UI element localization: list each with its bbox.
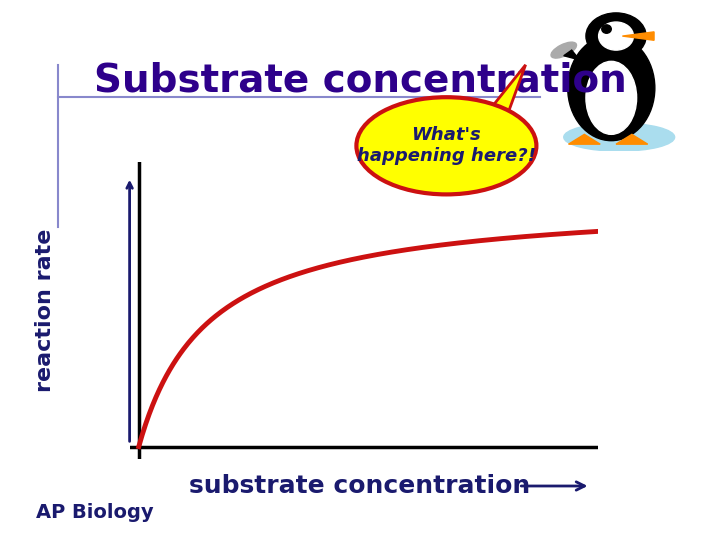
- Text: Substrate concentration: Substrate concentration: [94, 62, 626, 100]
- Text: reaction rate: reaction rate: [35, 229, 55, 392]
- Polygon shape: [564, 50, 580, 60]
- Ellipse shape: [602, 25, 611, 33]
- Ellipse shape: [586, 13, 646, 59]
- Ellipse shape: [568, 35, 655, 140]
- Text: AP Biology: AP Biology: [36, 503, 153, 523]
- Polygon shape: [569, 134, 600, 144]
- Ellipse shape: [564, 123, 675, 151]
- Ellipse shape: [598, 22, 634, 50]
- Ellipse shape: [551, 42, 577, 58]
- Text: substrate concentration: substrate concentration: [189, 474, 531, 498]
- Polygon shape: [616, 134, 648, 144]
- Polygon shape: [622, 32, 654, 40]
- Text: What's
happening here?!: What's happening here?!: [357, 126, 536, 165]
- Ellipse shape: [586, 62, 636, 134]
